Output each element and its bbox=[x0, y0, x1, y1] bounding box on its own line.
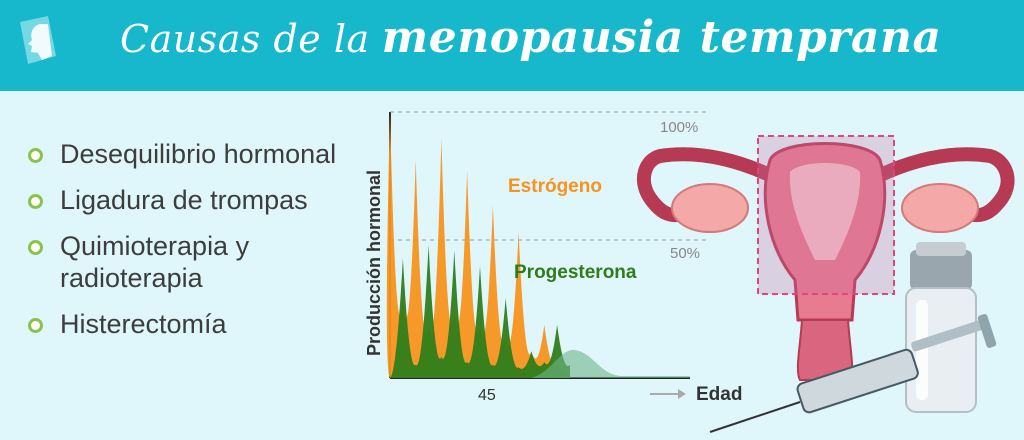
reference-label-100: 100% bbox=[660, 119, 698, 136]
title-part-1: Causas de la bbox=[120, 17, 370, 61]
list-item: Quimioterapia y radioterapia bbox=[28, 230, 358, 294]
series-area-late bbox=[530, 349, 690, 378]
causes-list: Desequilibrio hormonal Ligadura de tromp… bbox=[28, 138, 358, 354]
bullet-icon bbox=[28, 148, 43, 163]
series-label-estrogen: Estrógeno bbox=[508, 176, 602, 197]
title-part-2: menopausia temprana bbox=[381, 12, 942, 63]
ovary-left bbox=[671, 183, 749, 233]
arrow-right-icon bbox=[650, 389, 686, 399]
highlight-box bbox=[757, 135, 895, 295]
hormone-chart: 100% 50% Estrógeno Progesterona Producci… bbox=[364, 111, 742, 405]
syringe-icon bbox=[709, 314, 997, 433]
x-axis-label: Edad bbox=[696, 384, 742, 405]
bullet-icon bbox=[28, 240, 43, 255]
face-profile-logo-icon bbox=[20, 16, 56, 64]
y-axis-label: Producción hormonal bbox=[364, 170, 384, 356]
series-label-progesterone: Progesterona bbox=[514, 262, 637, 283]
header-banner: Causas de la menopausia temprana bbox=[0, 0, 1024, 91]
page-title: Causas de la menopausia temprana bbox=[120, 12, 941, 82]
fallopian-tube-right bbox=[863, 147, 1015, 223]
bullet-icon bbox=[28, 194, 43, 209]
list-item: Ligadura de trompas bbox=[28, 184, 358, 216]
x-tick-label: 45 bbox=[478, 387, 496, 404]
uterus-illustration bbox=[636, 135, 1015, 433]
uterus-cavity bbox=[789, 163, 861, 260]
list-item: Histerectomía bbox=[28, 308, 358, 340]
fallopian-tube-left bbox=[636, 147, 787, 223]
list-item: Desequilibrio hormonal bbox=[28, 138, 358, 170]
vial-icon bbox=[905, 242, 977, 413]
list-item-label: Desequilibrio hormonal bbox=[60, 139, 337, 169]
list-item-label: Histerectomía bbox=[60, 309, 227, 339]
bullet-icon bbox=[28, 318, 43, 333]
series-area-progesterone bbox=[386, 245, 570, 378]
ovary-right bbox=[901, 183, 979, 233]
list-item-label: Quimioterapia y radioterapia bbox=[60, 231, 250, 293]
reference-label-50: 50% bbox=[670, 245, 700, 262]
list-item-label: Ligadura de trompas bbox=[60, 185, 308, 215]
